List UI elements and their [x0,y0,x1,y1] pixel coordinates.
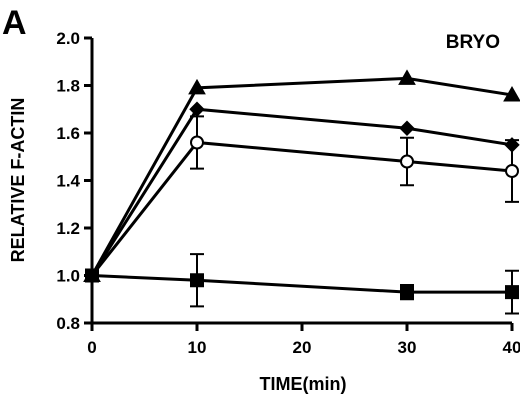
x-axis-label: TIME(min) [260,374,347,394]
triangle-marker [503,85,520,102]
panel-label: A [2,4,27,42]
diamond-marker [189,101,205,117]
square-marker [190,273,204,288]
x-tick-label: 30 [398,338,417,357]
y-tick-label: 1.0 [56,267,80,286]
y-tick-label: 1.8 [56,77,80,96]
square-marker [400,285,414,300]
circle-marker [505,164,519,178]
circle-marker [190,135,204,150]
x-tick-label: 0 [87,338,96,357]
y-axis-label: RELATIVE F-ACTIN [8,98,28,263]
series-line [90,107,513,277]
triangle-marker [398,69,416,85]
circle-marker [400,154,414,169]
series-1 [83,69,520,282]
x-tick-label: 20 [293,338,312,357]
x-tick-label: 10 [188,338,207,357]
series-line [91,274,512,294]
y-tick-label: 1.4 [56,172,80,191]
series-3 [85,115,519,283]
diamond-marker [399,120,415,136]
series-line [90,76,513,277]
series-2 [84,101,520,284]
series-layer [83,69,520,315]
series-4 [85,253,519,315]
y-tick-label: 1.6 [56,124,80,143]
axes: 0.8 1.0 1.2 1.4 1.6 1.8 2.0 0 10 20 30 40 [56,29,520,357]
x-tick-label: 40 [503,338,520,357]
triangle-marker [188,78,206,95]
y-tick-label: 1.2 [56,219,80,238]
condition-label: BRYO [446,32,500,53]
square-marker [85,268,99,283]
y-tick-label: 0.8 [56,314,80,333]
y-tick-label: 2.0 [56,29,80,48]
series-line [90,140,513,277]
square-marker [505,285,519,300]
